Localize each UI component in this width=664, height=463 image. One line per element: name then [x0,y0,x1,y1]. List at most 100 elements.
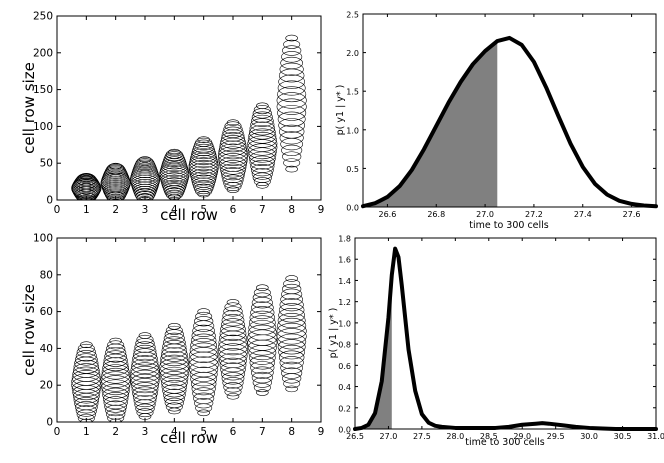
panel-c-point [189,361,219,378]
panel-c-point [278,303,305,317]
panel-a-point [165,149,183,159]
panel-c-point [168,323,181,330]
panel-c-point [249,355,276,370]
panel-c-point [221,314,245,327]
panel-d-shaded-area [355,275,392,429]
panel-a-point [226,119,240,127]
panel-b-xtick-label: 26.8 [427,210,445,219]
panel-c-point [250,306,275,320]
panel-c-xtick-label: 3 [142,426,149,438]
panel-c-point [251,371,273,384]
panel-a-point [160,159,188,175]
panel-b-ylabel: p( y1 | y* ) [335,85,346,136]
panel-a-point [219,160,247,175]
panel-a-point [250,164,274,177]
panel-c-point [130,373,160,390]
panel-c-point [283,379,301,389]
panel-d: 26.5 27.0 27.5 28.0 28.5 29.0 29.5 30.0 30.5 31.0… [328,235,664,449]
panel-a-point [282,45,302,56]
panel-a-ylabel: cell row size [20,62,38,154]
panel-c-point [249,310,276,325]
panel-a-point [283,158,301,168]
panel-a-point [285,34,298,42]
panel-c-point [219,352,247,369]
panel-c-point [165,325,183,335]
panel-d-xtick-label: 31.0 [647,432,664,441]
panel-a-point [277,105,307,121]
panel-c-ytick-label: 60 [40,306,53,318]
panel-d-xtick-label: 30.5 [614,432,632,441]
panel-c-point [133,344,157,358]
panel-a-point [250,114,274,128]
panel-a-point [190,150,218,166]
panel-c-point [77,413,95,422]
panel-c-point [277,317,307,334]
panel-a-point [219,137,247,153]
panel-a-point [281,144,303,157]
panel-d-ytick-label: 0.0 [338,426,351,435]
panel-c-point [131,382,159,397]
panel-a-point [247,132,277,148]
panel-c-point [107,340,125,350]
panel-a-point [278,124,305,139]
panel-a-point [190,148,217,163]
panel-b-xtick-label: 27.2 [525,210,543,219]
panel-c-point [101,364,130,380]
panel-c-point [103,353,128,367]
panel-c-ticks: 0 1 2 3 4 5 6 7 8 9 0 20 40 60 80 100 [33,233,324,439]
panel-c-point [136,408,154,418]
panel-c-xtick-label: 8 [288,426,295,438]
panel-c-point [135,403,155,414]
panel-a-point [277,86,307,103]
panel-d-ytick-label: 1.6 [338,256,351,265]
panel-a-point [195,137,213,147]
panel-c-point [282,283,302,295]
panel-c-xtick-label: 5 [200,426,207,438]
panel-c-point [277,339,306,355]
panel-a-point [282,151,302,162]
panel-a-point [219,156,247,172]
panel-a-ytick-label: 100 [33,121,53,133]
panel-a-point [102,170,130,185]
panel-c-point [131,358,159,374]
panel-b-xlabel: time to 300 cells [469,220,549,231]
panel-c-xtick-label: 7 [259,426,266,438]
panel-a-point [224,181,242,192]
panel-c-ytick-label: 80 [40,269,53,281]
panel-a-point [277,111,306,127]
panel-a-point [220,163,246,178]
panel-a-ytick-label: 150 [33,84,53,96]
panel-c-point [165,402,183,412]
panel-a-point [106,164,126,175]
panel-c-data [71,275,307,422]
panel-c-point [190,338,218,353]
panel-c-point [191,382,216,396]
panel-a-ytick-label: 50 [40,158,53,170]
panel-b-ytick-label: 1.5 [346,88,359,97]
panel-a-point [160,161,189,177]
panel-c-point [132,348,158,362]
panel-a-point [194,139,214,150]
panel-a-point [132,162,158,176]
panel-c-point [277,312,306,329]
panel-c-point [279,356,304,370]
panel-c-point [164,397,184,409]
panel-c-point [132,386,158,401]
panel-d-data [353,246,658,431]
panel-d-xlabel: time to 300 cells [465,437,545,448]
panel-a-point [135,158,155,169]
panel-a-ytick-label: 250 [33,11,53,23]
panel-c-point [162,336,186,349]
panel-a-point [278,74,306,89]
panel-c-point [218,348,248,364]
panel-c-point [252,292,272,303]
panel-c-point [220,367,246,381]
panel-c-point [80,341,93,349]
panel-c-point [226,299,240,306]
panel-c-point [218,334,248,351]
panel-c-point [279,298,304,312]
panel-d-ylabel: p( y1 | y* ) [328,308,339,359]
panel-c-ytick-label: 0 [46,417,53,429]
panel-c-point [278,308,306,323]
panel-c-point [160,375,188,390]
